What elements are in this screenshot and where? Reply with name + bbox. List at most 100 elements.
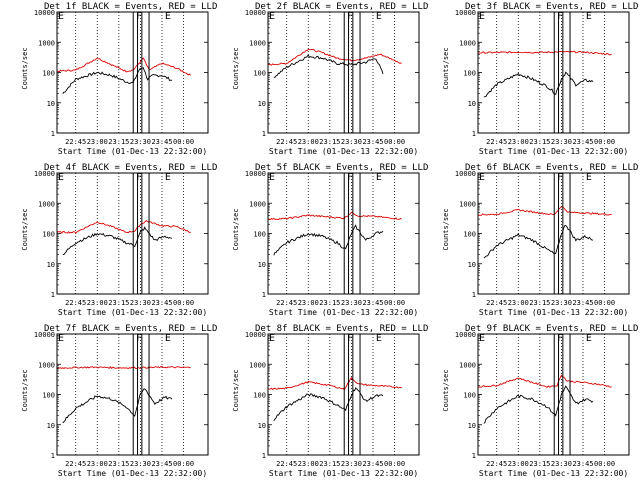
y-tick-label: 1000 [38,39,55,47]
y-axis-label: Counts/sec [232,369,240,411]
interval-marker-e: E [165,11,171,22]
y-tick-label: 1 [472,291,476,299]
lld-series-line [267,377,402,391]
events-series-line [62,226,173,256]
panel-title: Det 6f BLACK = Events, RED = LLD [465,163,638,173]
y-tick-label: 1000 [249,361,266,369]
y-tick-label: 1 [262,452,266,460]
y-axis-label: Counts/sec [21,47,29,89]
plot-frame [56,172,209,295]
panel-title: Det 2f BLACK = Events, RED = LLD [255,2,428,12]
x-tick-label: 23:15 [108,138,129,146]
y-tick-label: 10 [258,261,266,269]
plot-frame [477,172,630,295]
y-tick-label: 10 [47,100,55,108]
interval-marker-start: E [58,333,64,344]
y-tick-label: 1000 [459,200,476,208]
x-tick-label: 23:30 [130,138,151,146]
y-tick-label: 100 [42,392,55,400]
x-tick-label: 00:00 [594,460,615,468]
lld-series-line [267,49,402,66]
x-tick-label: 22:45 [486,460,507,468]
x-tick-label: 23:15 [319,299,340,307]
interval-marker-f: F [347,11,353,22]
interval-marker-e: E [376,333,382,344]
y-tick-label: 1 [262,291,266,299]
plot-frame [267,11,420,134]
y-tick-label: 1 [262,130,266,138]
lld-series-line [477,50,612,56]
x-tick-label: 23:45 [362,138,383,146]
interval-marker-start: E [479,172,485,183]
y-tick-label: 1 [472,130,476,138]
events-series-line [273,54,384,79]
plot-frame [56,333,209,456]
x-tick-label: 00:00 [384,138,405,146]
interval-marker-f: F [136,11,142,22]
y-axis-label: Counts/sec [232,208,240,250]
panel-title: Det 5f BLACK = Events, RED = LLD [255,163,428,173]
x-tick-label: 23:30 [551,299,572,307]
y-tick-label: 100 [463,70,476,78]
y-tick-label: 100 [253,392,266,400]
x-tick-label: 22:45 [65,138,86,146]
y-tick-label: 10 [47,261,55,269]
x-tick-label: 23:45 [151,138,172,146]
y-tick-label: 10 [468,100,476,108]
y-tick-label: 1 [51,130,55,138]
lld-series-line [56,220,191,234]
events-series-line [483,224,594,259]
panel-title: Det 7f BLACK = Events, RED = LLD [44,324,217,334]
x-tick-label: 22:45 [276,138,297,146]
x-tick-label: 23:00 [508,299,529,307]
interval-marker-f: F [136,333,142,344]
y-axis-label: Counts/sec [21,369,29,411]
detector-panel-2: Det 2f BLACK = Events, RED = LLD 22:45 23:… [232,2,428,156]
x-axis-label: Start Time (01-Dec-13 22:32:00) [479,469,628,478]
x-tick-label: 23:45 [572,299,593,307]
x-axis-label: Start Time (01-Dec-13 22:32:00) [479,308,628,317]
y-tick-label: 10000 [245,9,266,17]
x-tick-label: 00:00 [173,460,194,468]
x-tick-label: 23:15 [529,299,550,307]
events-series-line [62,388,173,424]
plot-frame [477,333,630,456]
lld-series-line [477,206,612,216]
y-tick-label: 10000 [245,170,266,178]
interval-marker-start: E [269,333,275,344]
y-tick-label: 10000 [455,9,476,17]
x-axis-label: Start Time (01-Dec-13 22:32:00) [58,147,207,156]
x-tick-label: 23:45 [572,460,593,468]
x-tick-label: 23:00 [508,460,529,468]
interval-marker-start: E [269,172,275,183]
x-tick-label: 00:00 [594,299,615,307]
x-tick-label: 23:30 [551,460,572,468]
plot-frame [267,172,420,295]
y-tick-label: 1000 [38,200,55,208]
x-tick-label: 23:30 [341,460,362,468]
y-tick-label: 1 [472,452,476,460]
interval-marker-e: E [586,172,592,183]
panel-title: Det 9f BLACK = Events, RED = LLD [465,324,638,334]
y-axis-label: Counts/sec [442,208,450,250]
lld-series-line [267,211,402,221]
x-tick-label: 23:15 [108,460,129,468]
y-tick-label: 10 [47,422,55,430]
interval-marker-start: E [479,11,485,22]
y-tick-label: 1000 [459,361,476,369]
plot-frame [477,11,630,134]
events-series-line [62,67,173,94]
x-tick-label: 23:00 [298,299,319,307]
interval-marker-e: E [165,172,171,183]
interval-marker-f: F [347,172,353,183]
x-tick-label: 23:15 [529,460,550,468]
y-axis-label: Counts/sec [21,208,29,250]
interval-marker-e: E [165,333,171,344]
y-tick-label: 10000 [34,9,55,17]
x-tick-label: 23:30 [341,299,362,307]
x-axis-label: Start Time (01-Dec-13 22:32:00) [269,308,418,317]
